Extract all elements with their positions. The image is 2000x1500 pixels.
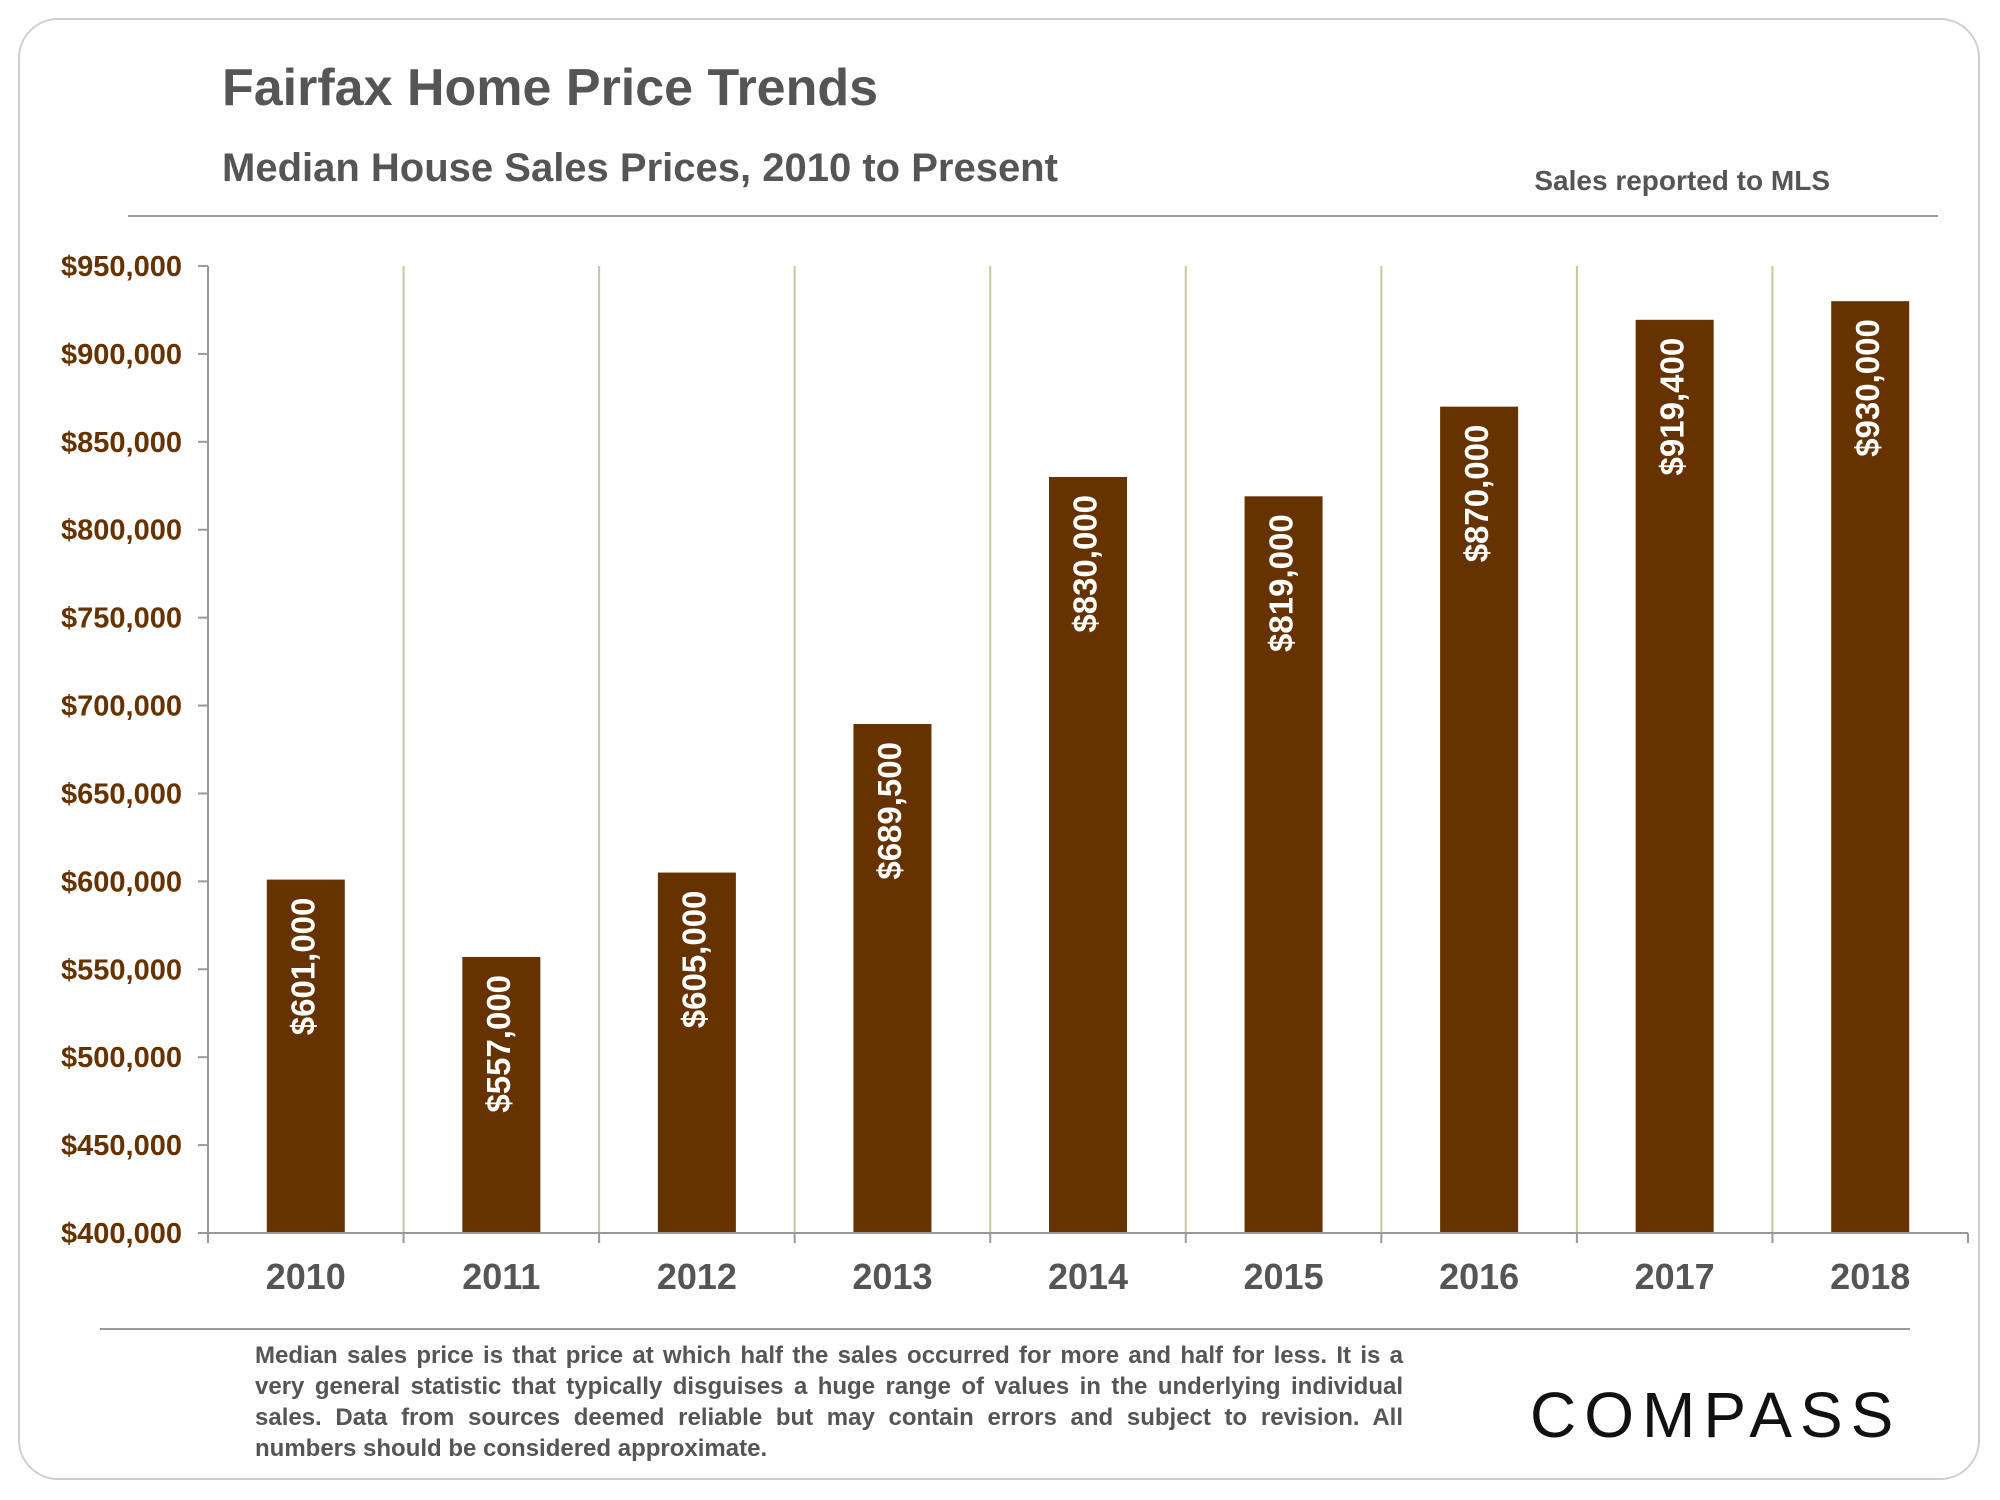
y-tick-label: $450,000: [61, 1130, 182, 1162]
x-tick-label: 2012: [657, 1256, 737, 1297]
y-tick-label: $500,000: [61, 1042, 182, 1074]
bar-layer: [266, 301, 1910, 1234]
label-layer: $601,000 $557,000 $605,000 $689,500 $830,000…: [284, 319, 1885, 1112]
data-label: $830,000: [1067, 495, 1104, 633]
x-tick-label: 2014: [1048, 1256, 1128, 1297]
x-tick-label: 2010: [266, 1256, 346, 1297]
bar-2015: [1244, 496, 1323, 1234]
source-note: Sales reported to MLS: [1534, 165, 1830, 196]
y-tick-label: $650,000: [61, 778, 182, 810]
y-tick-label: $800,000: [61, 515, 182, 547]
footer-divider: [100, 1328, 1910, 1330]
compass-logo: COMPASS: [1530, 1379, 1902, 1451]
x-tick-label: 2017: [1635, 1256, 1715, 1297]
header-divider: [128, 215, 1938, 217]
x-tick-label: 2016: [1439, 1256, 1519, 1297]
data-label: $605,000: [676, 891, 713, 1029]
axis-layer: $400,000 $450,000 $500,000 $550,000 $600,000…: [61, 251, 1969, 1297]
bar-2016: [1440, 406, 1519, 1233]
bar-2014: [1049, 476, 1127, 1233]
y-tick-label: $750,000: [61, 603, 182, 635]
grid-layer: [402, 266, 1774, 1233]
x-tick-label: 2015: [1244, 1256, 1324, 1297]
y-tick-label: $950,000: [61, 251, 182, 283]
bar-2012: [657, 872, 736, 1233]
bar-2017: [1635, 319, 1714, 1233]
y-tick-label: $400,000: [61, 1218, 182, 1250]
page-title: Fairfax Home Price Trends: [222, 59, 879, 117]
data-label: $870,000: [1458, 425, 1495, 563]
x-tick-label: 2018: [1830, 1256, 1910, 1297]
data-label: $601,000: [284, 898, 321, 1036]
x-tick-label: 2011: [462, 1256, 540, 1297]
bar-2013: [853, 724, 932, 1233]
bar-chart: $400,000 $450,000 $500,000 $550,000 $600,000…: [61, 251, 1969, 1297]
bar-2010: [266, 879, 345, 1233]
footnote: Median sales price is that price at whic…: [255, 1342, 1403, 1462]
data-label: $919,400: [1653, 338, 1690, 476]
y-tick-label: $600,000: [61, 866, 182, 898]
y-tick-label: $850,000: [61, 427, 182, 459]
y-tick-label: $550,000: [61, 954, 182, 986]
bar-2011: [462, 956, 541, 1233]
y-tick-label: $900,000: [61, 339, 182, 371]
bar-2018: [1831, 301, 1910, 1233]
data-label: $689,500: [871, 742, 908, 880]
data-label: $557,000: [480, 975, 517, 1113]
data-label: $930,000: [1849, 319, 1886, 457]
x-tick-label: 2013: [852, 1256, 932, 1297]
page-subtitle: Median House Sales Prices, 2010 to Prese…: [222, 146, 1058, 190]
y-tick-label: $700,000: [61, 691, 182, 723]
data-label: $819,000: [1262, 514, 1299, 652]
